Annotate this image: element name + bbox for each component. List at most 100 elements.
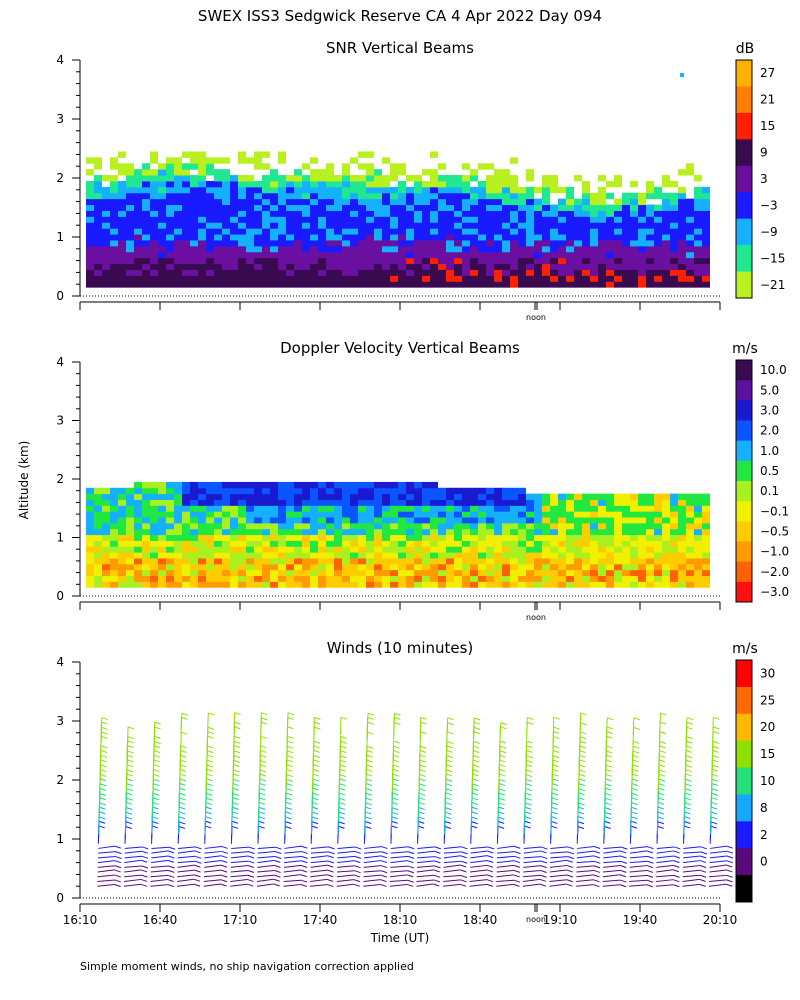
- wind-barb: [260, 735, 267, 739]
- wind-barb: [524, 816, 531, 820]
- wind-barb: [220, 859, 228, 863]
- snr-cell: [414, 234, 422, 241]
- snr-cell: [470, 275, 478, 282]
- snr-cell: [654, 204, 662, 211]
- snr-cell: [198, 281, 206, 288]
- wind-barb: [656, 860, 674, 864]
- velocity-cell: [318, 522, 326, 530]
- wind-barb: [629, 879, 648, 882]
- velocity-cell: [438, 581, 446, 588]
- wind-barb: [394, 721, 401, 725]
- snr-cell: [598, 234, 606, 241]
- snr-cell: [166, 210, 174, 217]
- velocity-cell: [350, 522, 358, 530]
- wind-barb: [274, 864, 281, 868]
- wind-barb: [127, 754, 134, 758]
- velocity-cell: [262, 581, 270, 588]
- snr-cell: [438, 239, 446, 247]
- wind-barb: [392, 783, 399, 787]
- wind-barb: [392, 778, 399, 782]
- velocity-cell: [110, 563, 118, 571]
- wind-barb: [607, 717, 614, 721]
- velocity-cell: [470, 487, 478, 495]
- velocity-cell: [118, 575, 126, 582]
- snr-cell: [222, 222, 230, 229]
- wind-barb: [726, 869, 733, 873]
- snr-cell: [622, 204, 630, 211]
- velocity-cell: [222, 557, 230, 565]
- velocity-cell: [614, 540, 622, 547]
- velocity-cell: [462, 487, 470, 495]
- velocity-cell: [686, 575, 694, 582]
- wind-barb: [593, 884, 600, 888]
- wind-barb: [683, 855, 701, 859]
- wind-barb: [659, 721, 667, 725]
- wind-barb: [551, 811, 558, 815]
- wind-barb: [567, 856, 574, 860]
- wind-barb: [393, 754, 400, 758]
- snr-cell: [486, 234, 494, 241]
- snr-cell: [414, 228, 422, 235]
- wind-barb: [327, 864, 334, 868]
- snr-cell: [486, 180, 494, 188]
- snr-cell: [342, 198, 350, 206]
- wind-barb: [685, 717, 688, 736]
- snr-cell: [230, 234, 238, 241]
- snr-cell: [174, 263, 182, 270]
- velocity-cell: [534, 569, 542, 577]
- velocity-cell: [606, 517, 614, 524]
- velocity-cell: [278, 487, 286, 495]
- velocity-cell: [382, 569, 390, 577]
- snr-cell: [534, 216, 542, 223]
- wind-barb: [167, 879, 174, 882]
- wind-barb: [312, 787, 319, 791]
- velocity-cell: [678, 522, 686, 530]
- velocity-cell: [142, 499, 150, 506]
- snr-cell: [630, 257, 638, 265]
- velocity-cell: [174, 493, 182, 500]
- snr-cell: [438, 281, 446, 288]
- wind-barb: [500, 726, 507, 730]
- colorbar-swatch: [736, 460, 752, 482]
- velocity-cell: [446, 505, 454, 512]
- wind-barb: [220, 883, 227, 887]
- snr-cell: [358, 198, 366, 206]
- wind-barb: [657, 806, 664, 810]
- velocity-cell: [702, 563, 710, 571]
- velocity-cell: [102, 557, 110, 565]
- snr-cell: [430, 175, 438, 182]
- snr-cell: [310, 263, 318, 270]
- wind-barb: [177, 850, 195, 854]
- snr-cell: [294, 204, 302, 211]
- wind-barb: [380, 879, 387, 883]
- wind-barb: [204, 864, 221, 868]
- velocity-cell: [494, 569, 502, 577]
- snr-cell: [686, 234, 694, 241]
- velocity-cell: [550, 563, 558, 571]
- velocity-cell: [598, 552, 606, 559]
- snr-cell: [262, 151, 270, 158]
- velocity-cell: [582, 517, 590, 524]
- velocity-cell: [238, 528, 246, 536]
- velocity-cell: [614, 511, 622, 518]
- velocity-cell: [478, 511, 486, 518]
- velocity-cell: [366, 569, 374, 577]
- snr-cell: [510, 263, 518, 270]
- velocity-cell: [86, 546, 94, 553]
- wind-barb: [658, 787, 665, 791]
- wind-barb: [232, 787, 239, 791]
- wind-barb: [101, 717, 108, 721]
- velocity-cell: [206, 511, 214, 518]
- wind-barb: [577, 815, 584, 819]
- velocity-cell: [94, 569, 102, 577]
- velocity-cell: [406, 534, 414, 541]
- wind-barb: [150, 884, 168, 887]
- snr-cell: [606, 251, 614, 259]
- velocity-cell: [622, 563, 630, 571]
- velocity-cell: [390, 563, 398, 571]
- snr-cell: [278, 281, 286, 288]
- velocity-cell: [342, 552, 350, 559]
- wind-barb: [699, 883, 706, 887]
- snr-cell: [206, 281, 214, 288]
- wind-barb: [283, 869, 301, 873]
